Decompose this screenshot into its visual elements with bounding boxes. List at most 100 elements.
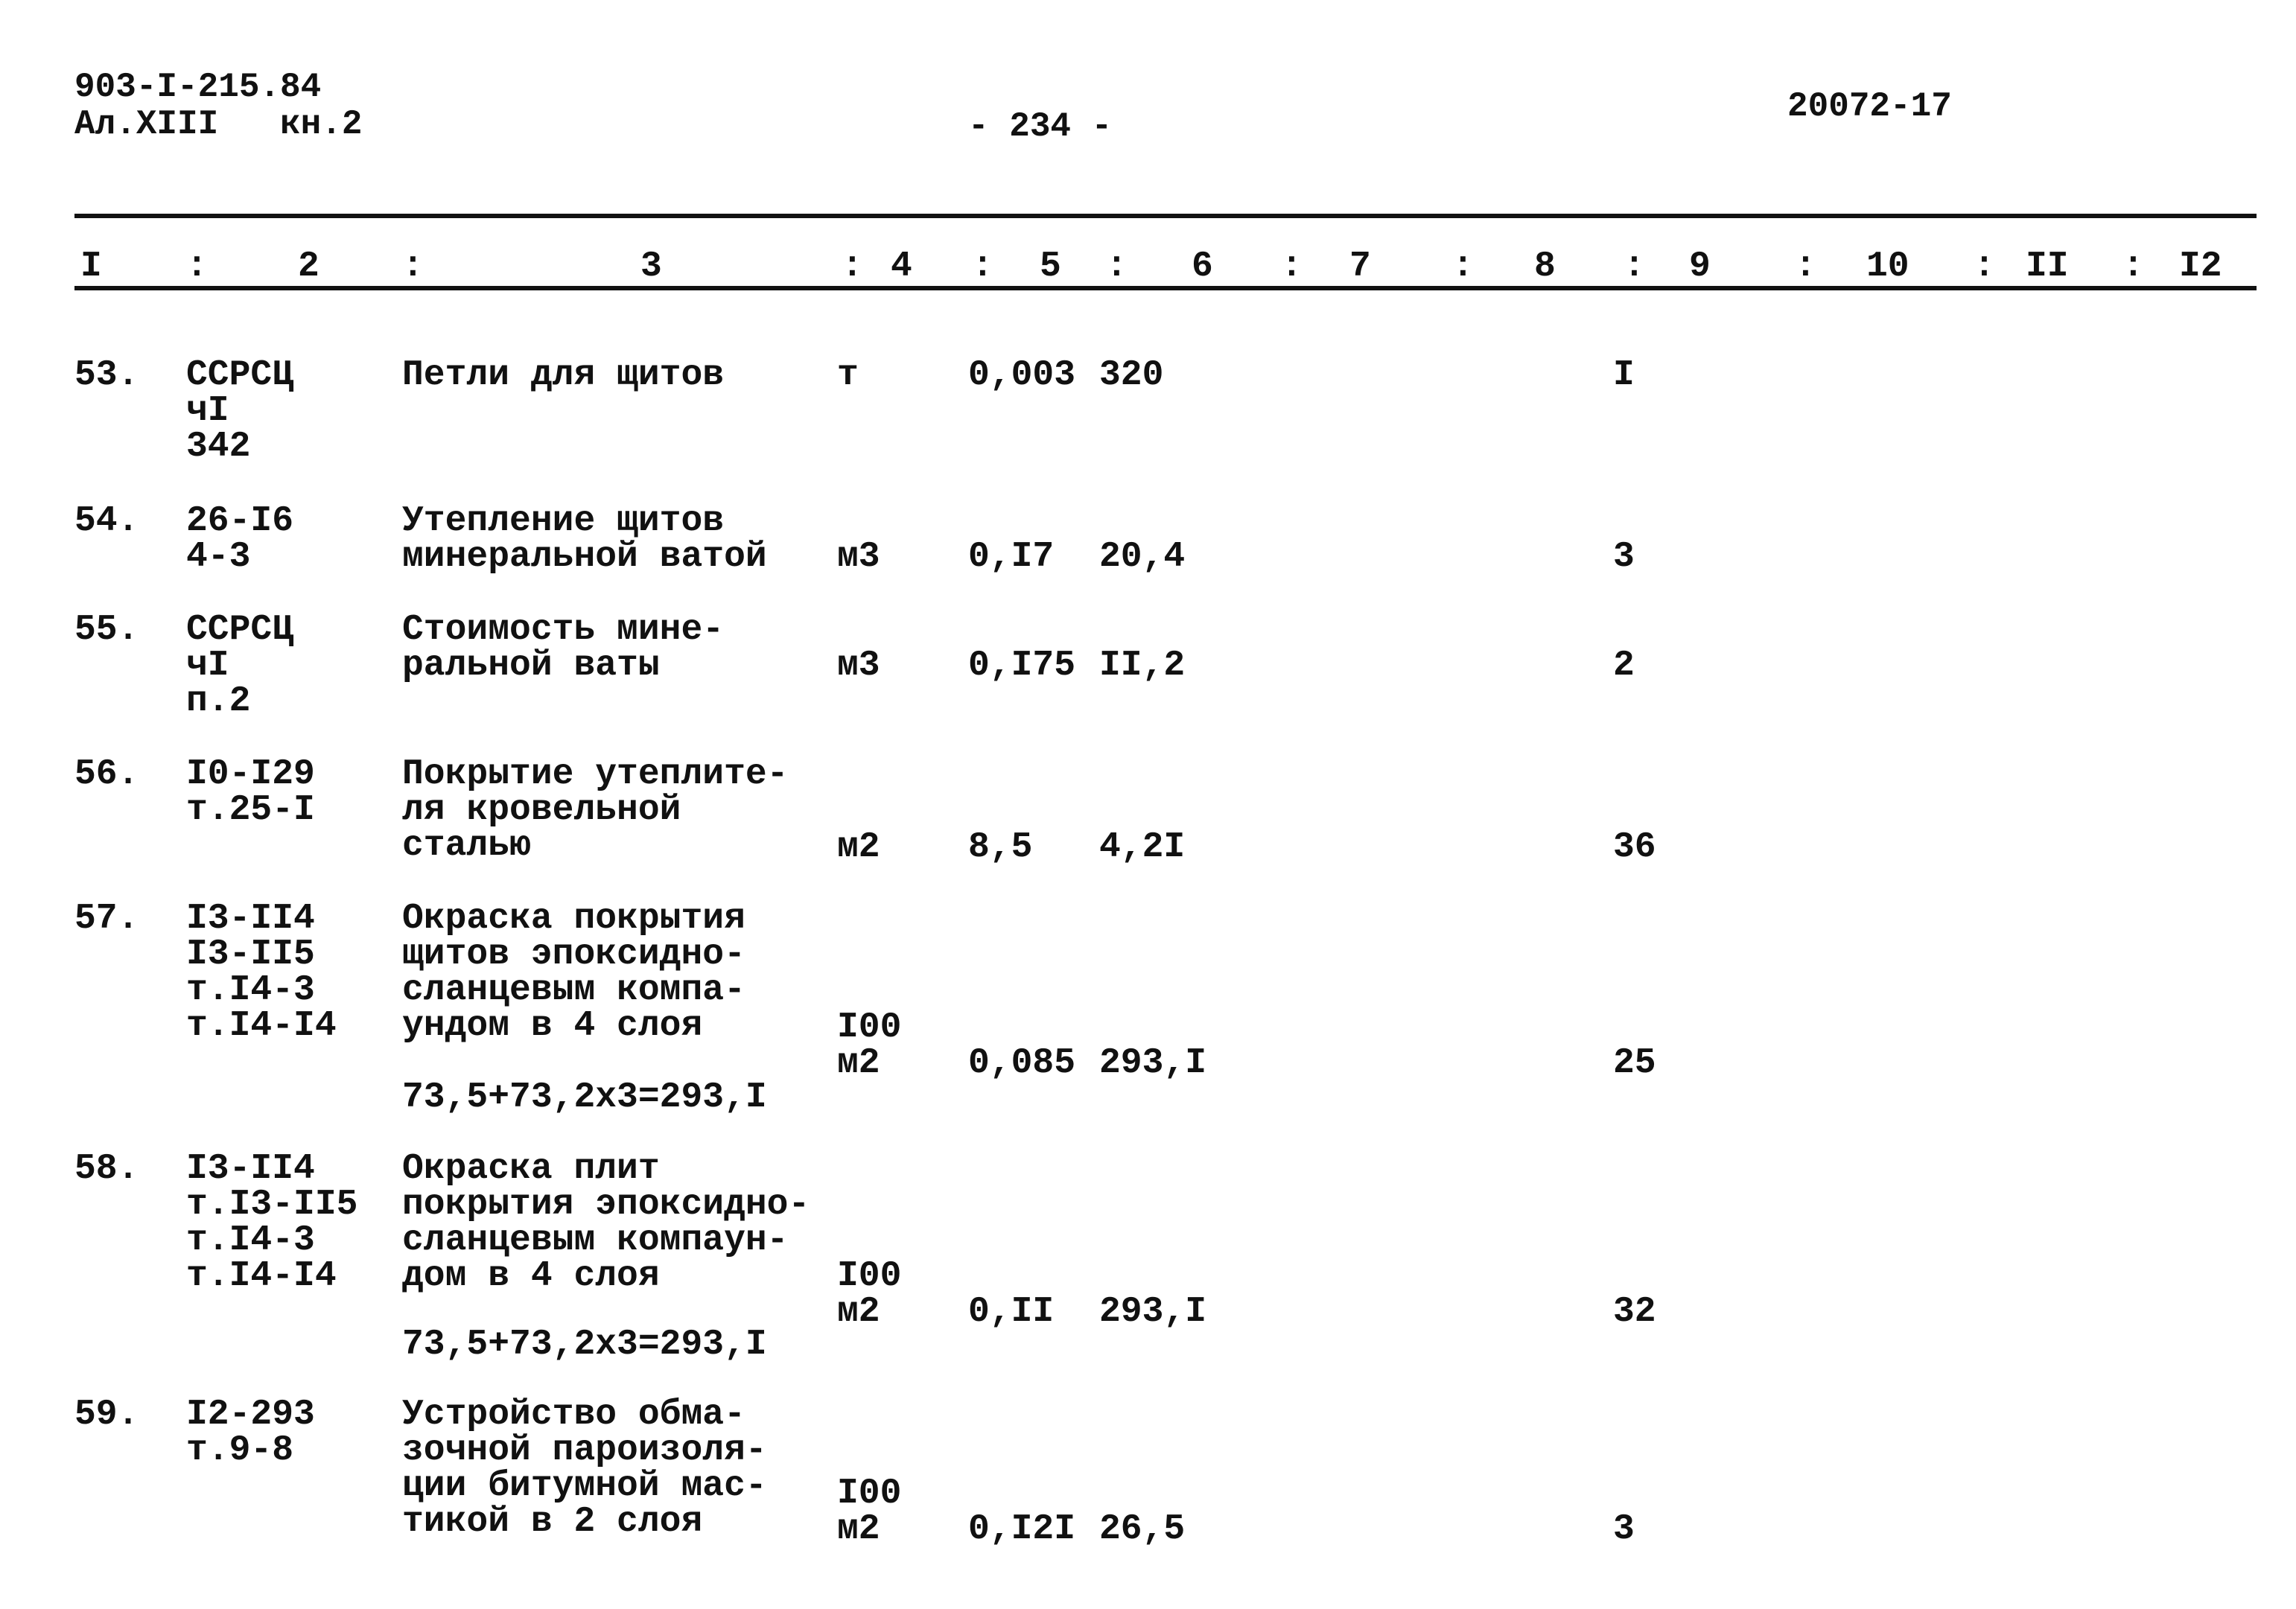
column-separator: : <box>842 246 863 287</box>
work-description-line: ля кровельной <box>402 790 681 830</box>
norm-code: 26-I6 4-3 <box>186 503 293 575</box>
norm-code-line: ССРСЦ <box>186 355 294 395</box>
col5-value: 0,II <box>968 1292 1055 1332</box>
column-header-5: 5 <box>1040 246 1061 287</box>
unit: I00 м2 <box>837 1258 901 1330</box>
work-description-line: покрытия эпоксидно- <box>402 1185 810 1225</box>
work-description-line: Устройство обма- <box>402 1395 745 1435</box>
header-rule <box>74 286 2257 290</box>
col5-value: 8,5 <box>968 827 1033 867</box>
norm-code-line: п.2 <box>186 681 251 721</box>
norm-code-line: ССРСЦ <box>186 610 294 650</box>
unit: I00 м2 <box>837 1476 901 1547</box>
work-description-line: Окраска покрытия <box>402 899 745 939</box>
document-code: 903-I-215.84 <box>74 68 322 106</box>
column-separator: : <box>1795 246 1816 287</box>
column-header-6: 6 <box>1192 246 1213 287</box>
column-separator: : <box>1452 246 1474 287</box>
top-rule <box>74 214 2257 218</box>
work-description: Петли для щитов <box>402 357 724 393</box>
unit-line: I00 <box>837 1256 902 1296</box>
work-description: Стоимость мине-ральной ваты <box>402 612 724 684</box>
col5-value: 0,085 <box>968 1043 1076 1083</box>
unit: т <box>837 357 859 393</box>
norm-code-line: I3-II4 <box>186 899 315 939</box>
work-description-line: сталью <box>402 826 531 866</box>
norm-code-line: т.25-I <box>186 790 315 830</box>
work-description-line: дом в 4 слоя <box>402 1256 660 1296</box>
work-description-line: минеральной ватой <box>402 537 767 577</box>
row-number: 54. <box>74 501 139 541</box>
unit-line: м2 <box>837 1509 880 1549</box>
work-description-line: ундом в 4 слоя <box>402 1006 703 1046</box>
norm-code: ССРСЦ чI 342 <box>186 357 293 465</box>
col5-value: 0,I2I <box>968 1509 1076 1549</box>
album-book-label: Ал.XIII кн.2 <box>74 105 363 144</box>
column-separator: : <box>2122 246 2144 287</box>
norm-code-line: т.I4-I4 <box>186 1006 337 1046</box>
norm-code-line: т.I4-I4 <box>186 1256 337 1296</box>
quantity-formula: 73,5+73,2x3=293,I <box>402 1325 767 1365</box>
column-separator: : <box>1106 246 1128 287</box>
column-header-2: 2 <box>298 246 319 287</box>
col9-value: I <box>1613 355 1635 395</box>
norm-code-line: т.I3-II5 <box>186 1185 358 1225</box>
unit-line: м2 <box>837 1292 880 1332</box>
norm-code: I3-II4 I3-II5 т.I4-3 т.I4-I4 <box>186 901 337 1044</box>
unit-line: м3 <box>837 646 880 686</box>
col9-value: 25 <box>1613 1043 1656 1083</box>
norm-code: I2-293 т.9-8 <box>186 1397 315 1468</box>
unit-line: I00 <box>837 1007 902 1048</box>
col9-value: 3 <box>1613 537 1635 577</box>
unit-line: м3 <box>837 537 880 577</box>
col6-value: II,2 <box>1099 646 1186 686</box>
col9-value: 32 <box>1613 1292 1656 1332</box>
col5-value: 0,003 <box>968 355 1076 395</box>
page-number: - 234 - <box>968 107 1113 146</box>
row-number: 55. <box>74 610 139 650</box>
work-description-line: сланцевым компаун- <box>402 1220 789 1261</box>
norm-code-line: т.I4-3 <box>186 1220 315 1261</box>
column-header-4: 4 <box>891 246 912 287</box>
col9-value: 2 <box>1613 646 1635 686</box>
unit: I00 м2 <box>837 1010 901 1081</box>
row-number: 59. <box>74 1395 139 1435</box>
norm-code-line: 342 <box>186 427 251 467</box>
work-description-line: щитов эпоксидно- <box>402 934 745 975</box>
work-description-line: тикой в 2 слоя <box>402 1502 703 1542</box>
work-description-line: ции битумной мас- <box>402 1466 767 1506</box>
row-number: 58. <box>74 1149 139 1189</box>
col5-value: 0,I75 <box>968 646 1076 686</box>
column-separator: : <box>972 246 993 287</box>
column-header-1: I <box>80 246 102 287</box>
column-header-10: 10 <box>1866 246 1909 287</box>
archive-number: 20072-17 <box>1787 87 1952 126</box>
norm-code: I0-I29 т.25-I <box>186 756 315 828</box>
work-description-line: сланцевым компа- <box>402 970 745 1010</box>
work-description-line: ральной ваты <box>402 646 660 686</box>
work-description-line: Окраска плит <box>402 1149 660 1189</box>
work-description-line: Петли для щитов <box>402 355 725 395</box>
norm-code-line: I3-II5 <box>186 934 315 975</box>
unit-line: т <box>837 355 859 395</box>
norm-code-line: т.I4-3 <box>186 970 315 1010</box>
column-header-12: I2 <box>2179 246 2222 287</box>
norm-code-line: I0-I29 <box>186 754 315 794</box>
norm-code-line: 4-3 <box>186 537 251 577</box>
norm-code-line: I2-293 <box>186 1395 315 1435</box>
column-header-8: 8 <box>1534 246 1556 287</box>
column-separator: : <box>1624 246 1645 287</box>
norm-code-line: чI <box>186 646 229 686</box>
norm-code-line: чI <box>186 391 229 431</box>
column-separator: : <box>402 246 424 287</box>
work-description: Окраска плит покрытия эпоксидно-сланцевым… <box>402 1151 810 1294</box>
row-number: 53. <box>74 355 139 395</box>
unit: м3 <box>837 539 880 575</box>
col6-value: 293,I <box>1099 1292 1207 1332</box>
col6-value: 20,4 <box>1099 537 1186 577</box>
column-header-3: 3 <box>640 246 662 287</box>
column-header-11: II <box>2026 246 2069 287</box>
norm-code: ССРСЦ чI п.2 <box>186 612 293 719</box>
row-number: 56. <box>74 754 139 794</box>
col9-value: 36 <box>1613 827 1656 867</box>
